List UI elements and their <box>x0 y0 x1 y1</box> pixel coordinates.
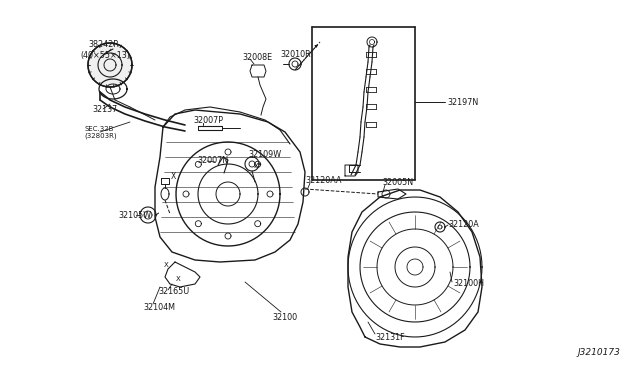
Text: 32104M: 32104M <box>143 302 175 311</box>
Text: 32131F: 32131F <box>375 333 404 341</box>
Text: (32803R): (32803R) <box>84 133 116 139</box>
Text: 32100: 32100 <box>272 312 297 321</box>
Text: 32005N: 32005N <box>382 177 413 186</box>
Text: 32010R: 32010R <box>280 49 310 58</box>
Text: 38242R: 38242R <box>88 39 119 48</box>
Polygon shape <box>88 43 132 87</box>
Text: 32105W: 32105W <box>118 211 151 219</box>
Text: X: X <box>175 276 180 282</box>
Text: 32007P: 32007P <box>193 115 223 125</box>
Text: (40×55×13): (40×55×13) <box>80 51 130 60</box>
Text: X: X <box>253 163 259 169</box>
Text: 32120A: 32120A <box>448 219 479 228</box>
Text: J3210173: J3210173 <box>577 348 620 357</box>
Text: 32197N: 32197N <box>447 97 478 106</box>
Text: SEC.32B: SEC.32B <box>84 126 113 132</box>
Text: 32137: 32137 <box>92 105 117 113</box>
Text: 32007N: 32007N <box>197 155 228 164</box>
Text: 32008E: 32008E <box>242 52 272 61</box>
Text: X: X <box>170 171 175 180</box>
Text: 32100H: 32100H <box>453 279 484 289</box>
Text: 32120AA: 32120AA <box>305 176 342 185</box>
Text: X: X <box>164 262 168 268</box>
Text: 32165U: 32165U <box>158 288 189 296</box>
Text: 32109W: 32109W <box>248 150 281 158</box>
